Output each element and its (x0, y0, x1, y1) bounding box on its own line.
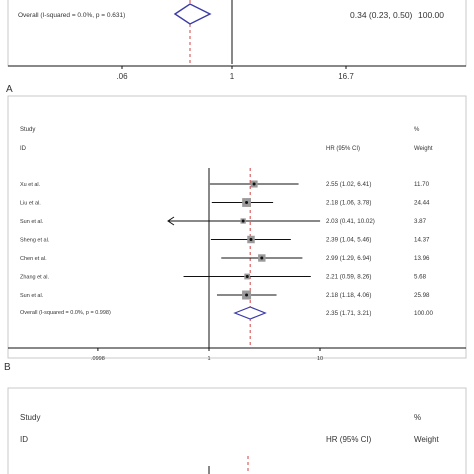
study-label: Chen et al. (20, 256, 47, 262)
panel-b-header-pct: % (414, 127, 420, 133)
study-weight-text: 3.87 (414, 218, 427, 225)
panel-b-header-hr: HR (95% CI) (326, 146, 360, 152)
study-label: Sheng et al. (20, 238, 50, 244)
panel-a-overall-weight: 100.00 (418, 10, 444, 20)
study-weight-text: 24.44 (414, 200, 430, 207)
study-ci-text: 2.55 (1.02, 6.41) (326, 181, 371, 188)
study-label: Sun et al. (20, 293, 44, 299)
study-weight-text: 14.37 (414, 237, 430, 244)
panel-c-header-hr: HR (95% CI) (326, 435, 372, 444)
panel-a-overall-label: Overall (I-squared = 0.0%, p = 0.631) (18, 12, 125, 19)
panel-b-header-weight: Weight (414, 146, 433, 152)
study-label: Sun et al. (20, 219, 44, 225)
panel-a: Overall (I-squared = 0.0%, p = 0.631) 0.… (6, 0, 467, 95)
point-estimate (252, 182, 256, 186)
x-tick-label: 1 (207, 356, 210, 362)
study-ci-text: 2.99 (1.29, 6.94) (326, 255, 371, 262)
panel-b-study-rows: Xu et al. 2.55 (1.02, 6.41) 11.70 Liu et al… (20, 180, 430, 300)
panel-b-header-id: ID (20, 146, 27, 152)
x-tick-label: .0998 (91, 356, 105, 362)
study-weight-text: 13.96 (414, 255, 430, 262)
study-ci-text: 2.39 (1.04, 5.46) (326, 237, 371, 244)
point-estimate (249, 238, 253, 241)
panel-a-tick-label: 16.7 (338, 72, 354, 81)
study-label: Liu et al. (20, 201, 41, 207)
panel-c-frame (7, 387, 467, 474)
panel-b-overall-label: Overall (I-squared = 0.0%, p = 0.998) (20, 310, 111, 316)
point-estimate (245, 275, 249, 278)
x-tick-label: 10 (317, 356, 323, 362)
panel-c-header-id: ID (20, 435, 28, 444)
point-estimate (245, 201, 249, 204)
study-ci-text: 2.03 (0.41, 10.02) (326, 218, 375, 225)
ci-arrow (167, 216, 175, 226)
panel-b-x-ticks: .0998 1 10 (91, 348, 323, 362)
panel-c: Study ID HR (95% CI) % Weight (7, 387, 467, 474)
point-estimate (260, 256, 264, 260)
panel-a-tick-label: .06 (116, 72, 128, 81)
panel-b-overall-ci: 2.35 (1.71, 3.21) (326, 310, 371, 317)
panel-a-overall-diamond (173, 3, 212, 25)
study-weight-text: 5.68 (414, 274, 427, 281)
study-weight-text: 11.70 (414, 181, 430, 188)
study-label: Zhang et al. (20, 275, 50, 281)
panel-c-header-pct: % (414, 413, 421, 422)
study-label: Xu et al. (20, 182, 41, 188)
panel-b: Study ID HR (95% CI) % Weight Xu et al. 2… (4, 95, 467, 373)
panel-c-header-weight: Weight (414, 435, 440, 444)
study-ci-text: 2.18 (1.18, 4.06) (326, 292, 371, 299)
panel-a-tick-label: 1 (230, 72, 235, 81)
panel-b-overall-diamond (233, 306, 267, 320)
panel-b-header-study: Study (20, 127, 35, 133)
panel-c-header-study: Study (20, 413, 40, 422)
panel-label-a: A (6, 84, 13, 95)
panel-label-b: B (4, 362, 11, 373)
panel-b-overall-weight: 100.00 (414, 310, 433, 317)
study-ci-text: 2.21 (0.59, 8.26) (326, 274, 371, 281)
study-weight-text: 25.98 (414, 292, 430, 299)
point-estimate (245, 293, 249, 297)
point-estimate (241, 219, 245, 223)
panel-a-overall-ci: 0.34 (0.23, 0.50) (350, 10, 413, 20)
panel-b-frame (7, 95, 467, 359)
study-ci-text: 2.18 (1.06, 3.78) (326, 200, 371, 207)
